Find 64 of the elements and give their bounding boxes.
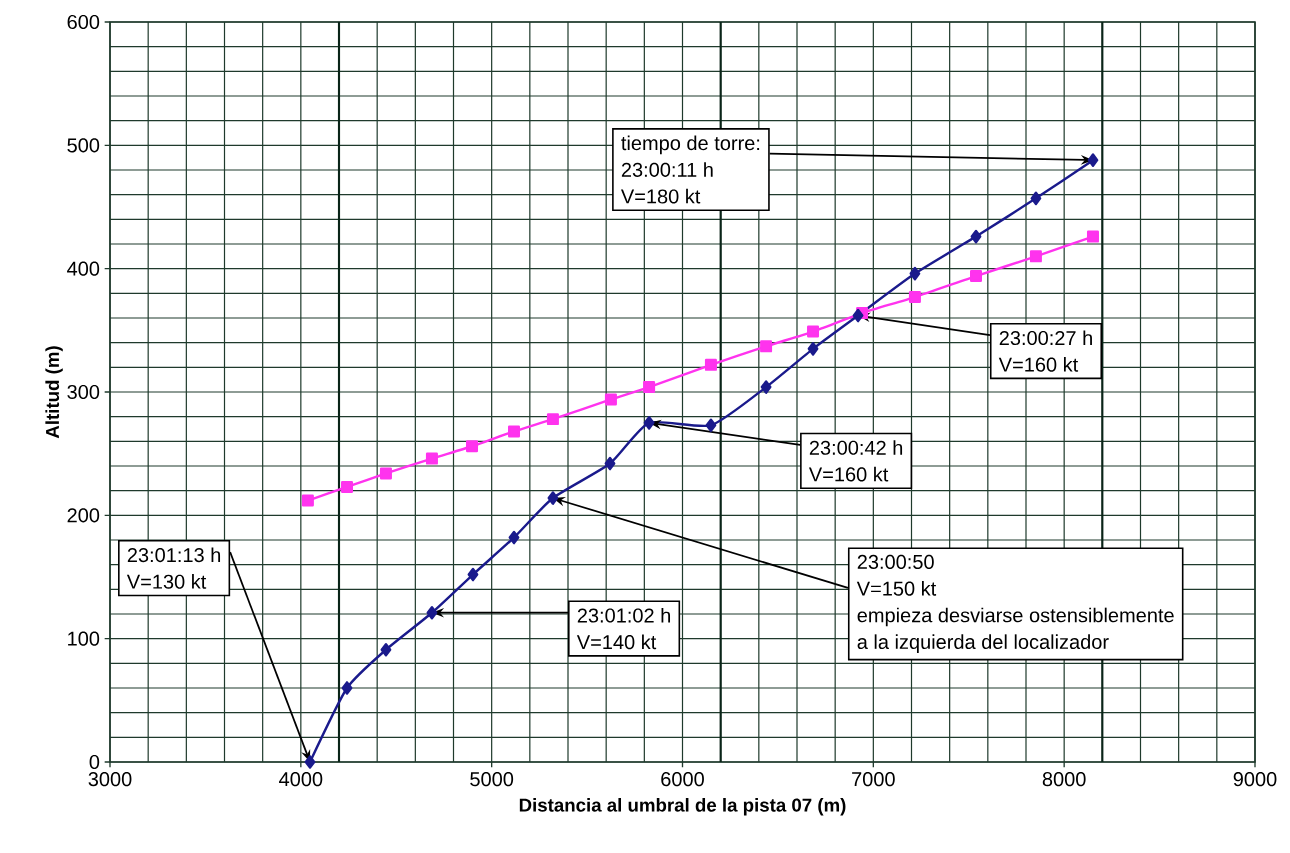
y-tick-label: 200	[67, 508, 100, 523]
point	[379, 467, 392, 480]
annotation: 23:00:11 h	[621, 162, 713, 177]
annotation: V=180 kt	[620, 188, 701, 204]
annotation: V=140 kt	[576, 634, 657, 650]
x-tick-label: 5000	[470, 772, 514, 787]
point	[341, 480, 354, 493]
annotation: tiempo de torre:	[621, 135, 760, 155]
x-tick-label: 3000	[88, 772, 132, 787]
point	[604, 393, 617, 406]
point	[1030, 191, 1042, 206]
point	[970, 229, 982, 244]
point	[304, 755, 316, 769]
point	[1029, 250, 1042, 263]
annotation: empieza desviarse ostensiblemente	[857, 607, 1174, 627]
point	[909, 266, 921, 281]
point	[908, 291, 921, 304]
annotation: 23:00:50	[857, 554, 934, 570]
point	[705, 418, 717, 433]
annotation: 23:00:27 h	[999, 330, 1092, 346]
annotation: 23:01:13 h	[127, 547, 221, 563]
point	[546, 413, 559, 426]
point	[643, 416, 655, 430]
annotation: 23:00:42 h	[809, 440, 903, 455]
point	[807, 342, 819, 356]
point	[341, 681, 353, 695]
point	[852, 308, 864, 323]
point	[467, 567, 479, 582]
point	[380, 642, 392, 657]
point	[547, 491, 559, 505]
annotation: 23:01:02 h	[577, 607, 671, 623]
point	[970, 270, 982, 283]
point	[508, 425, 520, 438]
x-tick-label: 9000	[1233, 772, 1277, 787]
y-axis-title: Altitud (m)	[45, 346, 63, 439]
x-tick-label: 6000	[661, 772, 704, 787]
x-axis-title: Distancia al umbral de la pista 07 (m)	[519, 798, 846, 816]
annotation: V=160 kt	[808, 466, 889, 482]
y-tick-label: 100	[68, 631, 100, 646]
point	[807, 325, 820, 338]
point	[760, 340, 773, 353]
point	[643, 381, 656, 394]
point	[1086, 230, 1099, 243]
point	[704, 358, 717, 371]
annotation: V=150 kt	[856, 581, 937, 596]
point	[1087, 153, 1099, 167]
point	[426, 605, 438, 620]
point	[760, 380, 772, 394]
x-tick-label: 4000	[279, 772, 323, 787]
y-tick-label: 0	[89, 754, 100, 770]
point	[425, 452, 438, 465]
annotation: V=160 kt	[998, 357, 1079, 372]
y-tick-label: 500	[67, 138, 100, 153]
point	[301, 494, 314, 507]
point	[604, 456, 616, 471]
annotation: a la izquierda del localizador	[857, 634, 1109, 653]
point	[466, 440, 479, 453]
y-tick-label: 400	[67, 261, 100, 276]
annotation: V=130 kt	[126, 574, 207, 589]
x-tick-label: 7000	[852, 772, 895, 787]
y-tick-label: 600	[67, 14, 100, 30]
point	[508, 530, 520, 545]
y-tick-label: 300	[67, 384, 100, 400]
x-tick-label: 8000	[1042, 772, 1086, 787]
